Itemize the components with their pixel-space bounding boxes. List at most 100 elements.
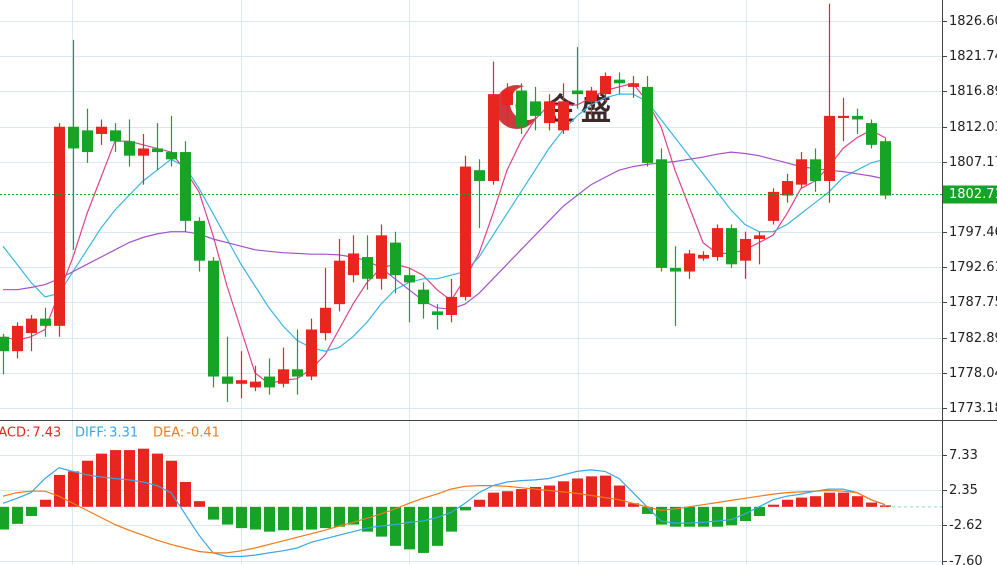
legend-value: -0.41 <box>186 426 220 441</box>
candle-body <box>320 307 331 334</box>
candle-body <box>852 115 863 120</box>
histogram-bar <box>796 497 807 507</box>
y-tick-label: 1807.17 <box>949 155 997 170</box>
histogram-bar <box>348 506 359 525</box>
candle-body <box>12 325 23 352</box>
candle-body <box>82 130 93 153</box>
histogram-bar <box>782 499 793 507</box>
histogram-bar <box>866 502 877 507</box>
candle-body <box>334 260 345 305</box>
y-tick-label: 1826.60 <box>949 14 997 29</box>
y-tick-label: 2.35 <box>949 483 978 498</box>
y-tick-label: -7.60 <box>949 554 983 565</box>
candle-body <box>698 254 709 259</box>
y-tick-label: 1816.89 <box>949 84 997 99</box>
candle-body <box>642 86 653 163</box>
y-tick-label: 1812.03 <box>949 120 997 135</box>
y-tick-label: 1782.89 <box>949 331 997 346</box>
histogram-bar <box>684 506 695 527</box>
candle-body <box>866 123 877 145</box>
candle-body <box>474 170 485 182</box>
histogram-bar <box>838 492 849 507</box>
candle-body <box>726 228 737 265</box>
histogram-bar <box>586 476 597 507</box>
candle-body <box>516 90 527 127</box>
candle-body <box>432 311 443 315</box>
legend-value: 7.43 <box>32 426 61 441</box>
candle-body <box>544 101 555 124</box>
histogram-bar <box>306 506 317 530</box>
histogram-bar <box>474 499 485 507</box>
legend-name: DEA: <box>153 426 184 441</box>
candle-body <box>278 369 289 384</box>
histogram-bar <box>334 506 345 527</box>
candle-body <box>250 381 261 388</box>
candle-body <box>292 369 303 377</box>
y-tick-label: 1787.75 <box>949 295 997 310</box>
last-price-box <box>943 185 997 204</box>
histogram-bar <box>460 506 471 511</box>
histogram-bar <box>516 489 527 507</box>
candle-body <box>222 376 233 384</box>
histogram-bar <box>502 491 513 507</box>
histogram-bar <box>26 506 37 517</box>
histogram-bar <box>768 504 779 507</box>
y-tick-label: -2.62 <box>949 518 983 533</box>
candle-body <box>600 76 611 95</box>
watermark: 金盛 <box>495 85 611 129</box>
candle-body <box>404 275 415 283</box>
candle-body <box>194 220 205 261</box>
histogram-bar <box>278 506 289 531</box>
histogram-bar <box>446 506 457 532</box>
histogram-bar <box>208 506 219 520</box>
candle-body <box>488 94 499 182</box>
candle-body <box>530 101 541 116</box>
histogram-bar <box>614 485 625 507</box>
histogram-bar <box>600 475 611 507</box>
candle-body <box>628 83 639 87</box>
candle-body <box>656 159 667 268</box>
histogram-bar <box>264 506 275 532</box>
histogram-bar <box>152 453 163 507</box>
y-tick-label: 1792.61 <box>949 260 997 275</box>
histogram-bar <box>852 496 863 507</box>
legend-name: DIFF: <box>75 426 107 441</box>
candle-body <box>208 260 219 377</box>
candle-body <box>502 90 513 105</box>
candle-body <box>376 235 387 279</box>
y-tick-label: 1821.74 <box>949 49 997 64</box>
candle-body <box>152 148 163 153</box>
candle-body <box>110 130 121 142</box>
histogram-bar <box>320 506 331 529</box>
candle-body <box>740 238 751 261</box>
histogram-bar <box>390 506 401 546</box>
histogram-bar <box>194 501 205 507</box>
histogram-bar <box>544 485 555 507</box>
histogram-bar <box>12 506 23 524</box>
histogram-bar <box>754 506 765 517</box>
last-price-label: 1802.71 <box>949 187 997 202</box>
histogram-bar <box>236 506 247 529</box>
histogram-bar <box>362 506 373 532</box>
candle-body <box>614 79 625 84</box>
candle-body <box>264 376 275 388</box>
moving-average-line <box>2 82 886 385</box>
candle-body <box>26 318 37 334</box>
histogram-bar <box>698 506 709 527</box>
histogram-bar <box>222 506 233 525</box>
histogram-bar <box>0 506 9 530</box>
candle-body <box>96 126 107 134</box>
y-tick-label: 1797.46 <box>949 225 997 240</box>
legend-value: 3.31 <box>109 426 138 441</box>
candle-body <box>586 90 597 102</box>
candle-body <box>54 126 65 326</box>
candle-body <box>446 296 457 315</box>
y-tick-label: 1778.04 <box>949 366 997 381</box>
histogram-bar <box>880 505 891 507</box>
candle-body <box>880 141 891 196</box>
candle-body <box>124 141 135 156</box>
candle-body <box>138 148 149 156</box>
histogram-bar <box>40 499 51 507</box>
histogram-bar <box>726 506 737 526</box>
